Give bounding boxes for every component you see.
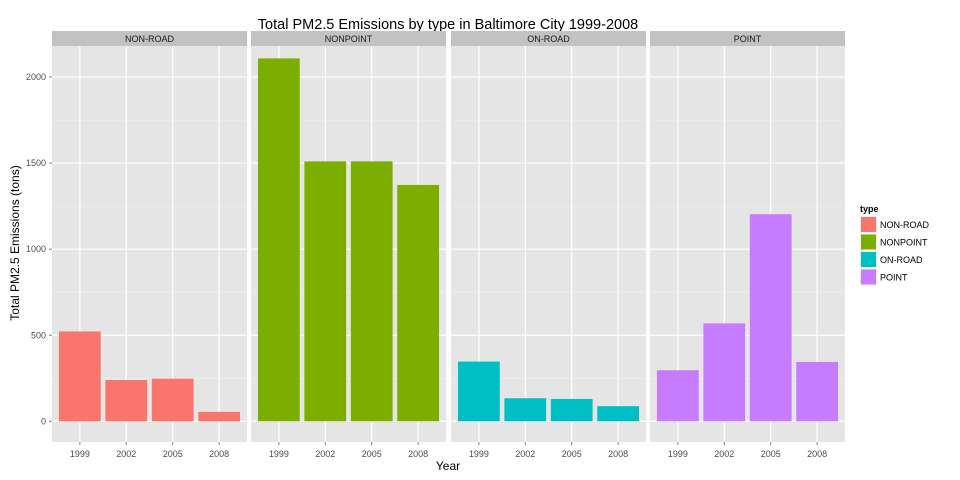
facet-strip <box>650 31 845 46</box>
x-tick-label: 1999 <box>668 449 688 459</box>
bar-nonpoint-2005 <box>350 161 393 422</box>
x-axis-title: Year <box>436 459 460 473</box>
y-axis: 0 500 1000 1500 2000 <box>26 72 52 426</box>
bar-nonpoint-1999 <box>257 58 300 422</box>
facet-strip <box>251 31 446 46</box>
facet-panels: NON-ROAD 1999 2002 2005 2008 NONPOINT 1999 2002… <box>52 31 845 459</box>
legend-title: type <box>860 204 879 214</box>
y-tick-label: 2000 <box>26 72 46 82</box>
chart-title: Total PM2.5 Emissions by type in Baltimo… <box>258 17 638 33</box>
x-tick-label: 2005 <box>362 449 382 459</box>
facet-strip-label: ON-ROAD <box>527 34 570 44</box>
legend-label-on-road: ON-ROAD <box>880 255 923 265</box>
panel-nonpoint: NONPOINT 1999 2002 2005 2008 <box>251 31 446 459</box>
x-tick-label: 2005 <box>562 449 582 459</box>
y-tick-label: 1000 <box>26 244 46 254</box>
bar-non-road-1999 <box>58 331 101 422</box>
facet-strip-label: NONPOINT <box>325 34 373 44</box>
bar-point-1999 <box>656 370 699 422</box>
bar-on-road-1999 <box>457 361 500 422</box>
legend-label-non-road: NON-ROAD <box>880 220 929 230</box>
x-tick-label: 2002 <box>515 449 535 459</box>
y-tick-label: 500 <box>31 330 46 340</box>
panel-on-road: ON-ROAD 1999 2002 2005 2008 <box>451 31 646 459</box>
bar-nonpoint-2002 <box>304 161 347 422</box>
legend-swatch-point <box>861 269 876 285</box>
bar-point-2005 <box>749 214 792 422</box>
facet-strip <box>451 31 646 46</box>
facet-strip-label: NON-ROAD <box>125 34 174 44</box>
x-tick-label: 2008 <box>408 449 428 459</box>
bar-non-road-2002 <box>105 380 148 422</box>
x-tick-label: 2002 <box>714 449 734 459</box>
legend-label-point: POINT <box>880 273 908 283</box>
x-tick-label: 2008 <box>807 449 827 459</box>
y-axis-title: Total PM2.5 Emissions (tons) <box>8 165 22 320</box>
legend-label-nonpoint: NONPOINT <box>880 238 928 248</box>
x-tick-label: 2002 <box>315 449 335 459</box>
bar-on-road-2008 <box>597 406 640 422</box>
y-tick-label: 1500 <box>26 158 46 168</box>
x-tick-label: 2005 <box>163 449 183 459</box>
x-tick-label: 1999 <box>70 449 90 459</box>
x-tick-label: 1999 <box>469 449 489 459</box>
legend-swatch-on-road <box>861 252 876 267</box>
bar-non-road-2005 <box>151 378 194 422</box>
legend-swatch-non-road <box>861 217 876 232</box>
x-tick-label: 2008 <box>608 449 628 459</box>
y-tick-label: 0 <box>41 416 46 426</box>
bar-non-road-2008 <box>198 411 241 422</box>
bar-on-road-2002 <box>504 398 547 422</box>
x-tick-label: 1999 <box>269 449 289 459</box>
bar-point-2008 <box>796 361 839 422</box>
panel-point: POINT 1999 2002 2005 2008 <box>650 31 845 459</box>
bar-nonpoint-2008 <box>397 184 440 422</box>
facet-strip <box>52 31 247 46</box>
panel-non-road: NON-ROAD 1999 2002 2005 2008 <box>52 31 247 459</box>
legend: type NON-ROAD NONPOINT ON-ROAD POINT <box>860 204 929 286</box>
bar-on-road-2005 <box>550 398 593 422</box>
x-tick-label: 2002 <box>116 449 136 459</box>
x-tick-label: 2008 <box>209 449 229 459</box>
legend-swatch-nonpoint <box>861 234 876 250</box>
facet-strip-label: POINT <box>734 34 762 44</box>
x-tick-label: 2005 <box>761 449 781 459</box>
bar-point-2002 <box>703 323 746 422</box>
